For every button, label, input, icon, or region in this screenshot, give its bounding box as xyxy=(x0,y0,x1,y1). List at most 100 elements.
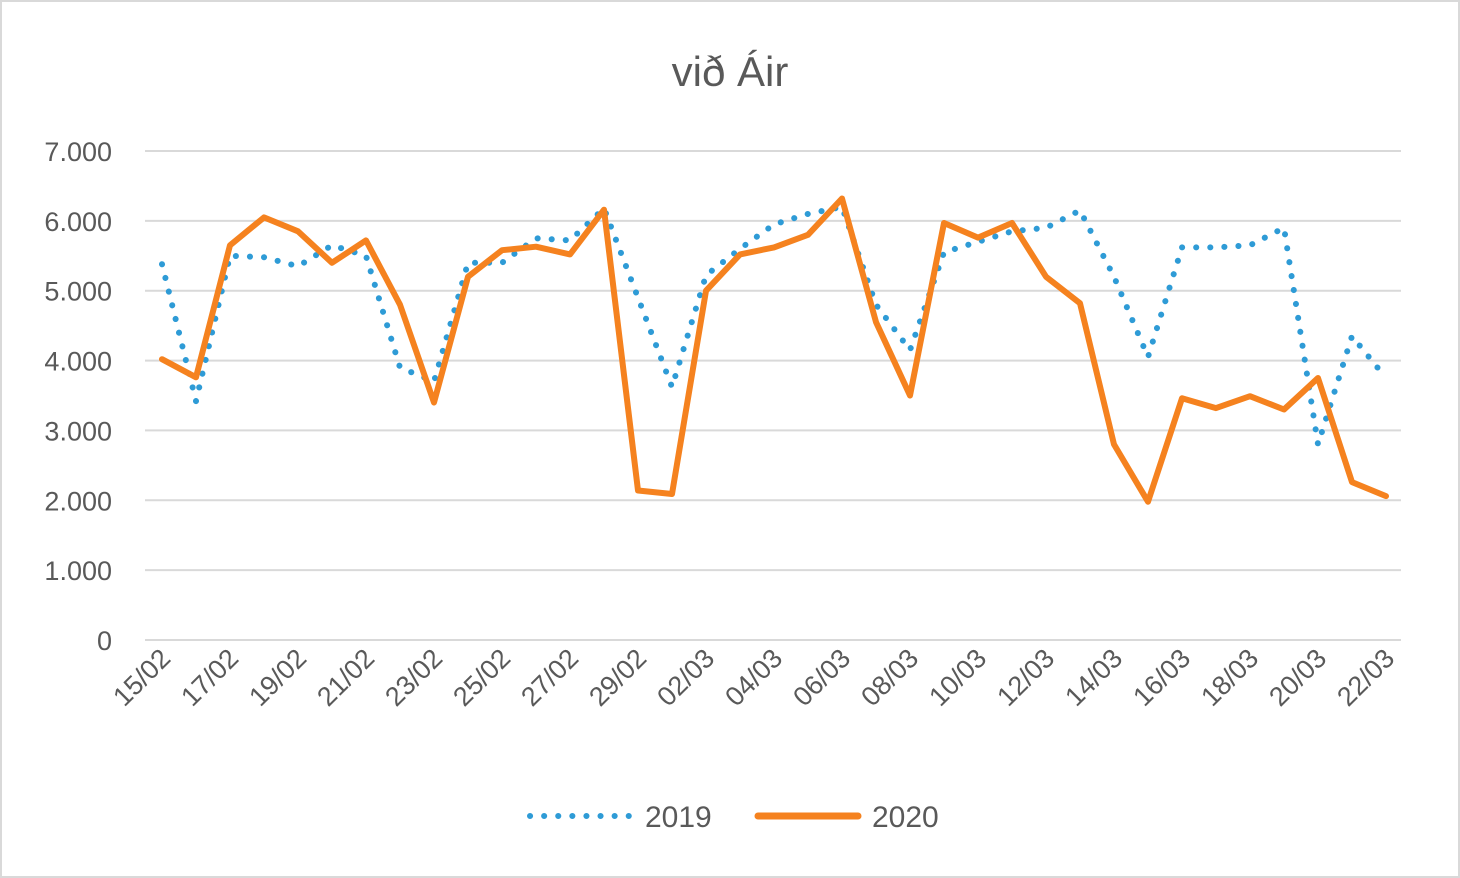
data-point-2020 xyxy=(873,319,879,325)
data-point-2019 xyxy=(567,237,573,243)
gridlines xyxy=(145,150,1401,641)
data-point-2020 xyxy=(397,302,403,308)
data-point-2019 xyxy=(737,246,743,252)
data-point-2020 xyxy=(1383,493,1389,499)
x-tick-label: 10/03 xyxy=(923,643,992,712)
data-point-2020 xyxy=(975,235,981,241)
x-tick-label: 02/03 xyxy=(651,643,720,712)
series-line-2019 xyxy=(159,203,1389,448)
data-point-2020 xyxy=(941,220,947,226)
data-point-2020 xyxy=(295,228,301,234)
series-lines xyxy=(159,195,1389,505)
x-tick-label: 19/02 xyxy=(243,643,312,712)
data-point-2019 xyxy=(1077,207,1083,213)
y-tick-label: 1.000 xyxy=(44,556,112,586)
data-point-2020 xyxy=(499,247,505,253)
data-point-2019 xyxy=(397,365,403,371)
data-point-2020 xyxy=(1009,220,1015,226)
data-point-2020 xyxy=(363,237,369,243)
x-tick-label: 27/02 xyxy=(515,643,584,712)
x-tick-label: 23/02 xyxy=(379,643,448,712)
data-point-2020 xyxy=(261,214,267,220)
data-point-2019 xyxy=(1145,354,1151,360)
data-point-2019 xyxy=(1247,242,1253,248)
x-tick-label: 22/03 xyxy=(1331,643,1400,712)
x-tick-label: 15/02 xyxy=(107,643,176,712)
data-point-2019 xyxy=(159,261,165,267)
data-point-2020 xyxy=(193,374,199,380)
data-point-2020 xyxy=(1043,274,1049,280)
x-tick-label: 20/03 xyxy=(1263,643,1332,712)
legend-label-2019: 2019 xyxy=(645,801,712,834)
data-point-2019 xyxy=(1281,225,1287,231)
data-point-2020 xyxy=(1213,405,1219,411)
data-point-2019 xyxy=(805,211,811,217)
data-point-2020 xyxy=(1281,406,1287,412)
data-point-2020 xyxy=(669,491,675,497)
y-tick-label: 5.000 xyxy=(44,277,112,307)
x-tick-label: 21/02 xyxy=(311,643,380,712)
data-point-2020 xyxy=(703,288,709,294)
y-tick-label: 3.000 xyxy=(44,416,112,446)
x-tick-label: 17/02 xyxy=(175,643,244,712)
data-point-2019 xyxy=(193,398,199,404)
data-point-2020 xyxy=(431,399,437,405)
data-point-2020 xyxy=(159,356,165,362)
data-point-2019 xyxy=(669,384,675,390)
y-tick-label: 4.000 xyxy=(44,347,112,377)
data-point-2019 xyxy=(635,295,641,301)
legend: 2019 2020 xyxy=(527,801,939,834)
data-point-2019 xyxy=(1383,375,1389,381)
y-tick-label: 6.000 xyxy=(44,207,112,237)
series-line-2020 xyxy=(159,195,1389,505)
data-point-2019 xyxy=(261,254,267,260)
chart-title: við Áir xyxy=(672,48,789,95)
data-point-2019 xyxy=(1213,244,1219,250)
y-tick-label: 7.000 xyxy=(44,137,112,167)
data-point-2020 xyxy=(1247,393,1253,399)
x-tick-label: 06/03 xyxy=(787,643,856,712)
data-point-2020 xyxy=(1179,395,1185,401)
data-point-2020 xyxy=(737,251,743,257)
data-point-2019 xyxy=(703,272,709,278)
x-tick-label: 25/02 xyxy=(447,643,516,712)
data-point-2020 xyxy=(567,251,573,257)
data-point-2020 xyxy=(805,232,811,238)
x-tick-label: 08/03 xyxy=(855,643,924,712)
x-tick-label: 04/03 xyxy=(719,643,788,712)
y-axis-ticks: 0 1.000 2.000 3.000 4.000 5.000 6.000 7.000 xyxy=(44,137,112,656)
data-point-2020 xyxy=(839,196,845,202)
x-axis-ticks: 15/02 17/02 19/02 21/02 23/02 25/02 27/02 29/02… xyxy=(107,643,1400,712)
x-tick-label: 16/03 xyxy=(1127,643,1196,712)
data-point-2019 xyxy=(1111,274,1117,280)
y-tick-label: 0 xyxy=(97,626,112,656)
data-point-2019 xyxy=(771,221,777,227)
data-point-2020 xyxy=(601,207,607,213)
data-point-2019 xyxy=(533,235,539,241)
data-point-2020 xyxy=(329,260,335,266)
data-point-2019 xyxy=(499,260,505,266)
data-point-2019 xyxy=(1349,333,1355,339)
data-point-2019 xyxy=(329,242,335,248)
x-tick-label: 12/03 xyxy=(991,643,1060,712)
data-point-2019 xyxy=(907,347,913,353)
data-point-2019 xyxy=(295,263,301,269)
data-point-2020 xyxy=(907,393,913,399)
data-point-2020 xyxy=(533,244,539,250)
data-point-2019 xyxy=(1179,244,1185,250)
data-point-2019 xyxy=(1043,225,1049,231)
data-point-2020 xyxy=(1349,479,1355,485)
x-tick-label: 18/03 xyxy=(1195,643,1264,712)
data-point-2020 xyxy=(1111,441,1117,447)
data-point-2020 xyxy=(635,488,641,494)
data-point-2020 xyxy=(227,242,233,248)
data-point-2020 xyxy=(771,244,777,250)
y-tick-label: 2.000 xyxy=(44,486,112,516)
data-point-2020 xyxy=(1077,300,1083,306)
x-tick-label: 29/02 xyxy=(583,643,652,712)
x-tick-label: 14/03 xyxy=(1059,643,1128,712)
legend-label-2020: 2020 xyxy=(872,801,939,834)
data-point-2020 xyxy=(1315,375,1321,381)
